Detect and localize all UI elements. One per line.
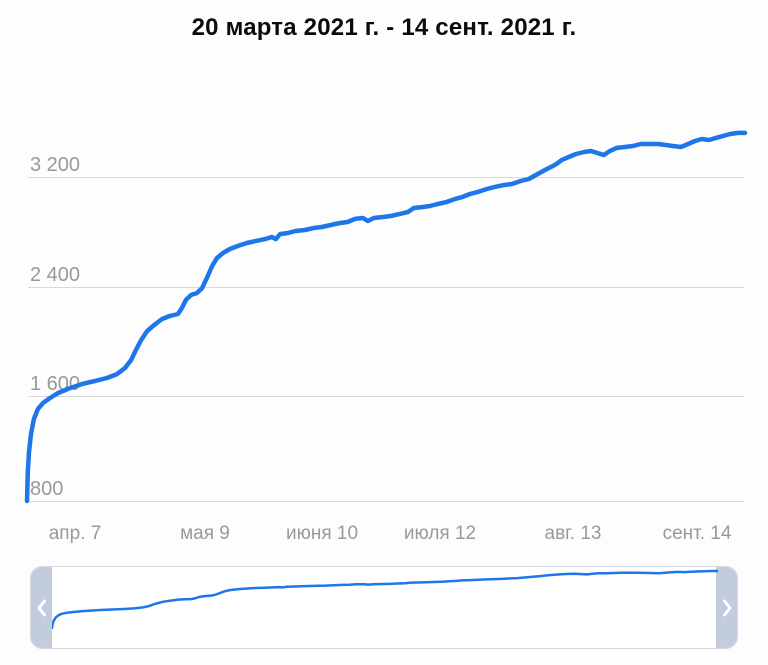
grid [28,177,744,502]
trend-line [24,130,748,504]
date-range-title: 20 марта 2021 г. - 14 сент. 2021 г. [191,14,577,41]
x-axis-label: апр. 7 [49,523,102,544]
range-scrubber[interactable] [30,566,738,649]
scrub-right-handle[interactable] [716,567,737,648]
x-axis-label: сент. 14 [663,523,732,544]
y-axis-label: 800 [30,478,63,500]
y-axis-label: 2 400 [30,264,80,286]
y-axis-labels: 3 200 2 400 1 600 800 [30,154,80,500]
minimap-chart [52,569,718,630]
x-axis-label: июля 12 [404,523,476,544]
y-axis-label: 3 200 [30,154,80,176]
x-axis-label: мая 9 [180,523,230,544]
chevron-left-icon [37,599,46,616]
minimap-window[interactable] [52,567,718,648]
x-axis-label: авг. 13 [545,523,602,544]
x-axis-labels: апр. 7 мая 9 июня 10 июля 12 авг. 13 сен… [49,523,732,544]
y-axis-label: 1 600 [30,373,80,395]
chevron-right-icon [722,599,731,616]
main-chart: 3 200 2 400 1 600 800 апр. 7 мая 9 июня … [24,130,748,544]
minimap-trend-line [52,569,718,630]
scrub-left-handle[interactable] [31,567,52,648]
x-axis-label: июня 10 [286,523,358,544]
